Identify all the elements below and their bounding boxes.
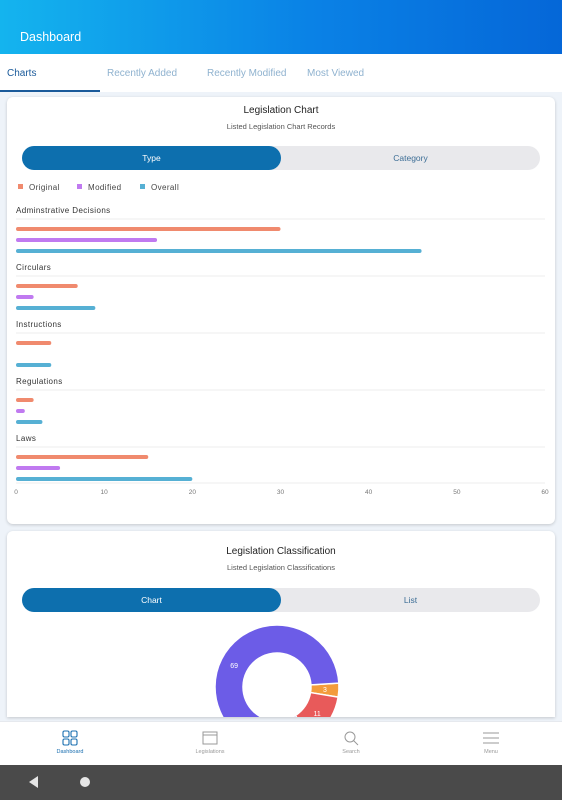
tab-recently-added[interactable]: Recently Added [107, 68, 178, 79]
page-title: Dashboard [20, 30, 82, 44]
nav-search-label: Search [342, 749, 360, 755]
classification-subtitle: Listed Legislation Classifications [227, 563, 335, 572]
category-label-laws: Laws [16, 434, 36, 443]
system-navigation-bar [0, 765, 562, 800]
donut-slice-label: 3 [323, 687, 327, 694]
x-tick-label: 40 [365, 489, 373, 496]
bar-original-adminstrative-decisions[interactable] [16, 227, 281, 231]
legend-swatch-overall [140, 184, 145, 189]
x-tick-label: 50 [453, 489, 461, 496]
legislation-chart-title: Legislation Chart [243, 105, 319, 116]
legislation-classification-card: Legislation Classification Listed Legisl… [7, 531, 555, 717]
x-tick-label: 30 [277, 489, 285, 496]
legend-swatch-modified [77, 184, 82, 189]
type-segment-button[interactable]: Type [22, 146, 281, 170]
active-tab-indicator [0, 90, 100, 92]
dashboard-grid-icon [62, 730, 78, 746]
nav-menu[interactable]: Menu [421, 722, 561, 766]
x-tick-label: 10 [101, 489, 109, 496]
category-label-adminstrative-decisions: Adminstrative Decisions [16, 206, 111, 215]
bar-overall-instructions[interactable] [16, 363, 52, 367]
classification-donut-chart: 3 11 69 [214, 624, 340, 717]
legislation-chart-subtitle: Listed Legislation Chart Records [226, 122, 336, 131]
nav-search[interactable]: Search [281, 722, 421, 766]
tab-recently-modified[interactable]: Recently Modified [207, 68, 287, 79]
legend-label-modified: Modified [88, 183, 122, 192]
nav-legislations-label: Legislations [195, 749, 225, 755]
bar-modified-laws[interactable] [16, 466, 61, 470]
donut-slice-label: 11 [313, 711, 320, 717]
search-icon [344, 731, 359, 746]
home-icon[interactable] [80, 777, 90, 787]
bar-original-circulars[interactable] [16, 284, 78, 288]
category-segment-button[interactable]: Category [393, 153, 428, 163]
bar-overall-regulations[interactable] [16, 420, 43, 424]
bar-original-laws[interactable] [16, 455, 149, 459]
legend-swatch-original [18, 184, 23, 189]
chart-segment-button[interactable]: Chart [22, 588, 281, 612]
bar-modified-circulars[interactable] [16, 295, 34, 299]
back-icon[interactable] [29, 776, 38, 788]
tab-charts[interactable]: Charts [7, 68, 37, 79]
bar-overall-laws[interactable] [16, 477, 193, 481]
nav-dashboard[interactable]: Dashboard [0, 722, 140, 766]
app-header: Dashboard [0, 0, 562, 54]
legend-label-original: Original [29, 183, 60, 192]
legislation-bar-chart: Adminstrative Decisions Circulars Instruct… [14, 206, 549, 496]
bar-original-instructions[interactable] [16, 341, 52, 345]
donut-slice-69[interactable] [214, 624, 340, 717]
bar-modified-adminstrative-decisions[interactable] [16, 238, 158, 242]
tab-most-viewed[interactable]: Most Viewed [307, 68, 365, 79]
bar-overall-adminstrative-decisions[interactable] [16, 249, 422, 253]
donut-slice-label: 69 [230, 663, 238, 670]
bar-overall-circulars[interactable] [16, 306, 96, 310]
donut-slice-11[interactable] [294, 691, 340, 717]
list-segment-button[interactable]: List [403, 595, 418, 605]
x-tick-label: 20 [189, 489, 197, 496]
nav-menu-label: Menu [484, 749, 498, 755]
category-label-regulations: Regulations [16, 377, 63, 386]
type-category-toggle: Type Category [22, 146, 540, 170]
category-label-instructions: Instructions [16, 320, 62, 329]
book-icon [202, 731, 218, 745]
legend-modified[interactable]: Modified [77, 183, 121, 192]
chart-list-toggle: Chart List [22, 588, 540, 612]
x-tick-label: 0 [14, 489, 18, 496]
x-tick-label: 60 [541, 489, 549, 496]
legend-label-overall: Overall [151, 183, 180, 192]
category-label-circulars: Circulars [16, 263, 51, 272]
legislation-chart-card: Legislation Chart Listed Legislation Cha… [7, 97, 555, 524]
bottom-navigation: Dashboard Legislations Search Menu [0, 721, 562, 765]
nav-legislations[interactable]: Legislations [140, 722, 280, 766]
legend-overall[interactable]: Overall [140, 183, 179, 192]
classification-title: Legislation Classification [226, 546, 336, 557]
hamburger-menu-icon [483, 732, 499, 744]
nav-dashboard-label: Dashboard [56, 749, 84, 755]
bar-original-regulations[interactable] [16, 398, 34, 402]
tab-bar: Charts Recently Added Recently Modified … [0, 54, 562, 92]
bar-modified-regulations[interactable] [16, 409, 25, 413]
legend-original[interactable]: Original [18, 183, 60, 192]
